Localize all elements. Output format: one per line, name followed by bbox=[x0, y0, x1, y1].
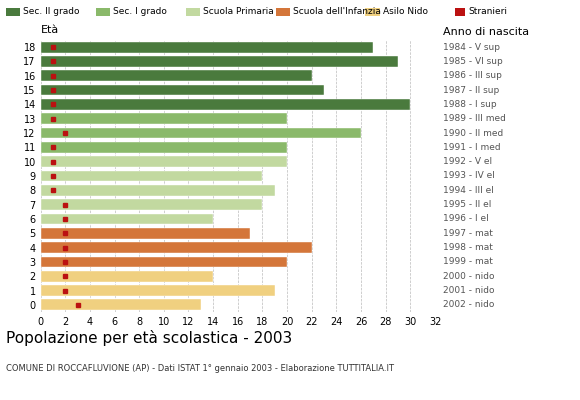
Text: 1996 - I el: 1996 - I el bbox=[443, 214, 488, 224]
Bar bbox=[41, 70, 312, 81]
Text: Età: Età bbox=[41, 24, 59, 34]
Text: 1986 - III sup: 1986 - III sup bbox=[443, 71, 502, 80]
Bar bbox=[41, 113, 287, 124]
Bar bbox=[41, 185, 275, 196]
Bar bbox=[41, 142, 287, 153]
Bar bbox=[41, 99, 411, 110]
Text: 1990 - II med: 1990 - II med bbox=[443, 128, 503, 138]
Bar bbox=[41, 85, 324, 96]
Bar bbox=[41, 285, 275, 296]
Text: Anno di nascita: Anno di nascita bbox=[443, 27, 528, 37]
Text: 1997 - mat: 1997 - mat bbox=[443, 229, 492, 238]
Text: 1987 - II sup: 1987 - II sup bbox=[443, 86, 499, 95]
Text: Popolazione per età scolastica - 2003: Popolazione per età scolastica - 2003 bbox=[6, 330, 292, 346]
Text: 1992 - V el: 1992 - V el bbox=[443, 157, 492, 166]
Text: 1999 - mat: 1999 - mat bbox=[443, 257, 492, 266]
Text: COMUNE DI ROCCAFLUVIONE (AP) - Dati ISTAT 1° gennaio 2003 - Elaborazione TUTTITA: COMUNE DI ROCCAFLUVIONE (AP) - Dati ISTA… bbox=[6, 364, 394, 373]
Text: Asilo Nido: Asilo Nido bbox=[383, 8, 428, 16]
Text: Sec. II grado: Sec. II grado bbox=[23, 8, 79, 16]
Bar bbox=[41, 156, 287, 167]
Bar bbox=[41, 242, 312, 253]
Text: 1998 - mat: 1998 - mat bbox=[443, 243, 492, 252]
Text: Sec. I grado: Sec. I grado bbox=[113, 8, 167, 16]
Bar bbox=[41, 271, 213, 282]
Text: 1988 - I sup: 1988 - I sup bbox=[443, 100, 496, 109]
Text: Scuola dell'Infanzia: Scuola dell'Infanzia bbox=[293, 8, 381, 16]
Text: 1993 - IV el: 1993 - IV el bbox=[443, 172, 494, 180]
Text: Scuola Primaria: Scuola Primaria bbox=[203, 8, 274, 16]
Text: 1989 - III med: 1989 - III med bbox=[443, 114, 505, 123]
Text: 2001 - nido: 2001 - nido bbox=[443, 286, 494, 295]
Bar bbox=[41, 42, 374, 52]
Bar bbox=[41, 228, 250, 239]
Bar bbox=[41, 56, 398, 67]
Bar bbox=[41, 256, 287, 267]
Bar bbox=[41, 300, 201, 310]
Text: 1995 - II el: 1995 - II el bbox=[443, 200, 491, 209]
Text: 1984 - V sup: 1984 - V sup bbox=[443, 43, 499, 52]
Bar bbox=[41, 199, 262, 210]
Text: 2002 - nido: 2002 - nido bbox=[443, 300, 494, 309]
Text: 2000 - nido: 2000 - nido bbox=[443, 272, 494, 281]
Bar bbox=[41, 171, 262, 181]
Text: 1994 - III el: 1994 - III el bbox=[443, 186, 494, 195]
Bar bbox=[41, 128, 361, 138]
Text: Stranieri: Stranieri bbox=[469, 8, 508, 16]
Text: 1991 - I med: 1991 - I med bbox=[443, 143, 500, 152]
Text: 1985 - VI sup: 1985 - VI sup bbox=[443, 57, 502, 66]
Bar bbox=[41, 214, 213, 224]
